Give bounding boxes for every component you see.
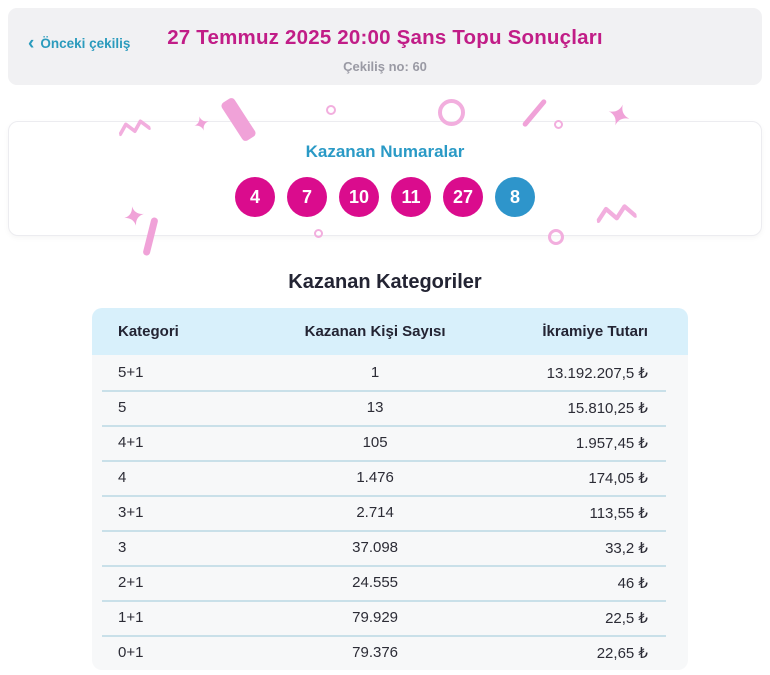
- category-cell: 1+1: [118, 609, 144, 626]
- sans-topu-results-page: ‹ Önceki çekiliş 27 Temmuz 2025 20:00 Şa…: [0, 8, 770, 670]
- winners-cell: 1: [370, 364, 380, 381]
- winners-cell: 1.476: [356, 469, 394, 486]
- table-row: 3 37.098 33,2 ₺: [92, 530, 688, 565]
- winning-numbers-balls: 4 7 10 11 27 8: [9, 177, 761, 217]
- table-row: 5 13 15.810,25 ₺: [92, 390, 688, 425]
- previous-draw-label: Önceki çekiliş: [40, 36, 131, 51]
- lottery-ball: 4: [235, 177, 275, 217]
- prize-cell: 22,65 ₺: [596, 644, 648, 662]
- column-header-prize: İkramiye Tutarı: [542, 323, 648, 340]
- winners-cell: 105: [362, 434, 388, 451]
- winners-cell: 24.555: [352, 574, 399, 591]
- category-cell: 2+1: [118, 574, 144, 591]
- table-body: 5+1 1 13.192.207,5 ₺ 5 13 15.810,25 ₺ 4+…: [92, 355, 688, 670]
- table-row: 1+1 79.929 22,5 ₺: [92, 600, 688, 635]
- column-header-winners: Kazanan Kişi Sayısı: [304, 323, 446, 340]
- lottery-ball: 27: [443, 177, 483, 217]
- chevron-left-icon: ‹: [28, 33, 35, 54]
- category-cell: 3+1: [118, 504, 144, 521]
- table-row: 0+1 79.376 22,65 ₺: [92, 635, 688, 670]
- prize-cell: 22,5 ₺: [605, 609, 648, 627]
- table-row: 2+1 24.555 46 ₺: [92, 565, 688, 600]
- confetti-circle-icon: [326, 105, 336, 115]
- draw-number: Çekiliş no: 60: [343, 59, 427, 74]
- winning-numbers-card: Kazanan Numaralar 4 7 10 11 27 8: [8, 121, 762, 236]
- table-row: 4+1 105 1.957,45 ₺: [92, 425, 688, 460]
- category-cell: 5: [118, 399, 127, 416]
- lottery-ball: 7: [287, 177, 327, 217]
- winners-cell: 79.376: [352, 644, 399, 661]
- category-cell: 4: [118, 469, 127, 486]
- winners-cell: 37.098: [352, 539, 399, 556]
- table-row: 5+1 1 13.192.207,5 ₺: [92, 355, 688, 390]
- winners-cell: 2.714: [356, 504, 394, 521]
- prize-cell: 46 ₺: [617, 574, 648, 592]
- prize-cell: 1.957,45 ₺: [575, 434, 648, 452]
- prize-cell: 174,05 ₺: [588, 469, 648, 487]
- winners-cell: 13: [366, 399, 384, 416]
- category-cell: 5+1: [118, 364, 144, 381]
- prize-cell: 13.192.207,5 ₺: [546, 364, 648, 382]
- column-header-category: Kategori: [118, 323, 179, 340]
- categories-table: Kategori Kazanan Kişi Sayısı İkramiye Tu…: [92, 308, 688, 670]
- category-cell: 3: [118, 539, 127, 556]
- lottery-ball: 11: [391, 177, 431, 217]
- category-cell: 4+1: [118, 434, 144, 451]
- table-header-row: Kategori Kazanan Kişi Sayısı İkramiye Tu…: [92, 308, 688, 355]
- lottery-ball: 10: [339, 177, 379, 217]
- draw-header: ‹ Önceki çekiliş 27 Temmuz 2025 20:00 Şa…: [8, 8, 762, 85]
- table-row: 4 1.476 174,05 ₺: [92, 460, 688, 495]
- prize-cell: 113,55 ₺: [589, 504, 648, 522]
- categories-title: Kazanan Kategoriler: [288, 271, 482, 293]
- winning-numbers-title: Kazanan Numaralar: [305, 142, 465, 161]
- prize-cell: 15.810,25 ₺: [567, 399, 648, 417]
- winning-numbers-section: Kazanan Numaralar 4 7 10 11 27 8: [8, 93, 762, 257]
- category-cell: 0+1: [118, 644, 144, 661]
- table-row: 3+1 2.714 113,55 ₺: [92, 495, 688, 530]
- page-title: 27 Temmuz 2025 20:00 Şans Topu Sonuçları: [167, 26, 603, 49]
- previous-draw-link[interactable]: ‹ Önceki çekiliş: [28, 33, 131, 54]
- bonus-ball: 8: [495, 177, 535, 217]
- winners-cell: 79.929: [352, 609, 399, 626]
- prize-cell: 33,2 ₺: [605, 539, 648, 557]
